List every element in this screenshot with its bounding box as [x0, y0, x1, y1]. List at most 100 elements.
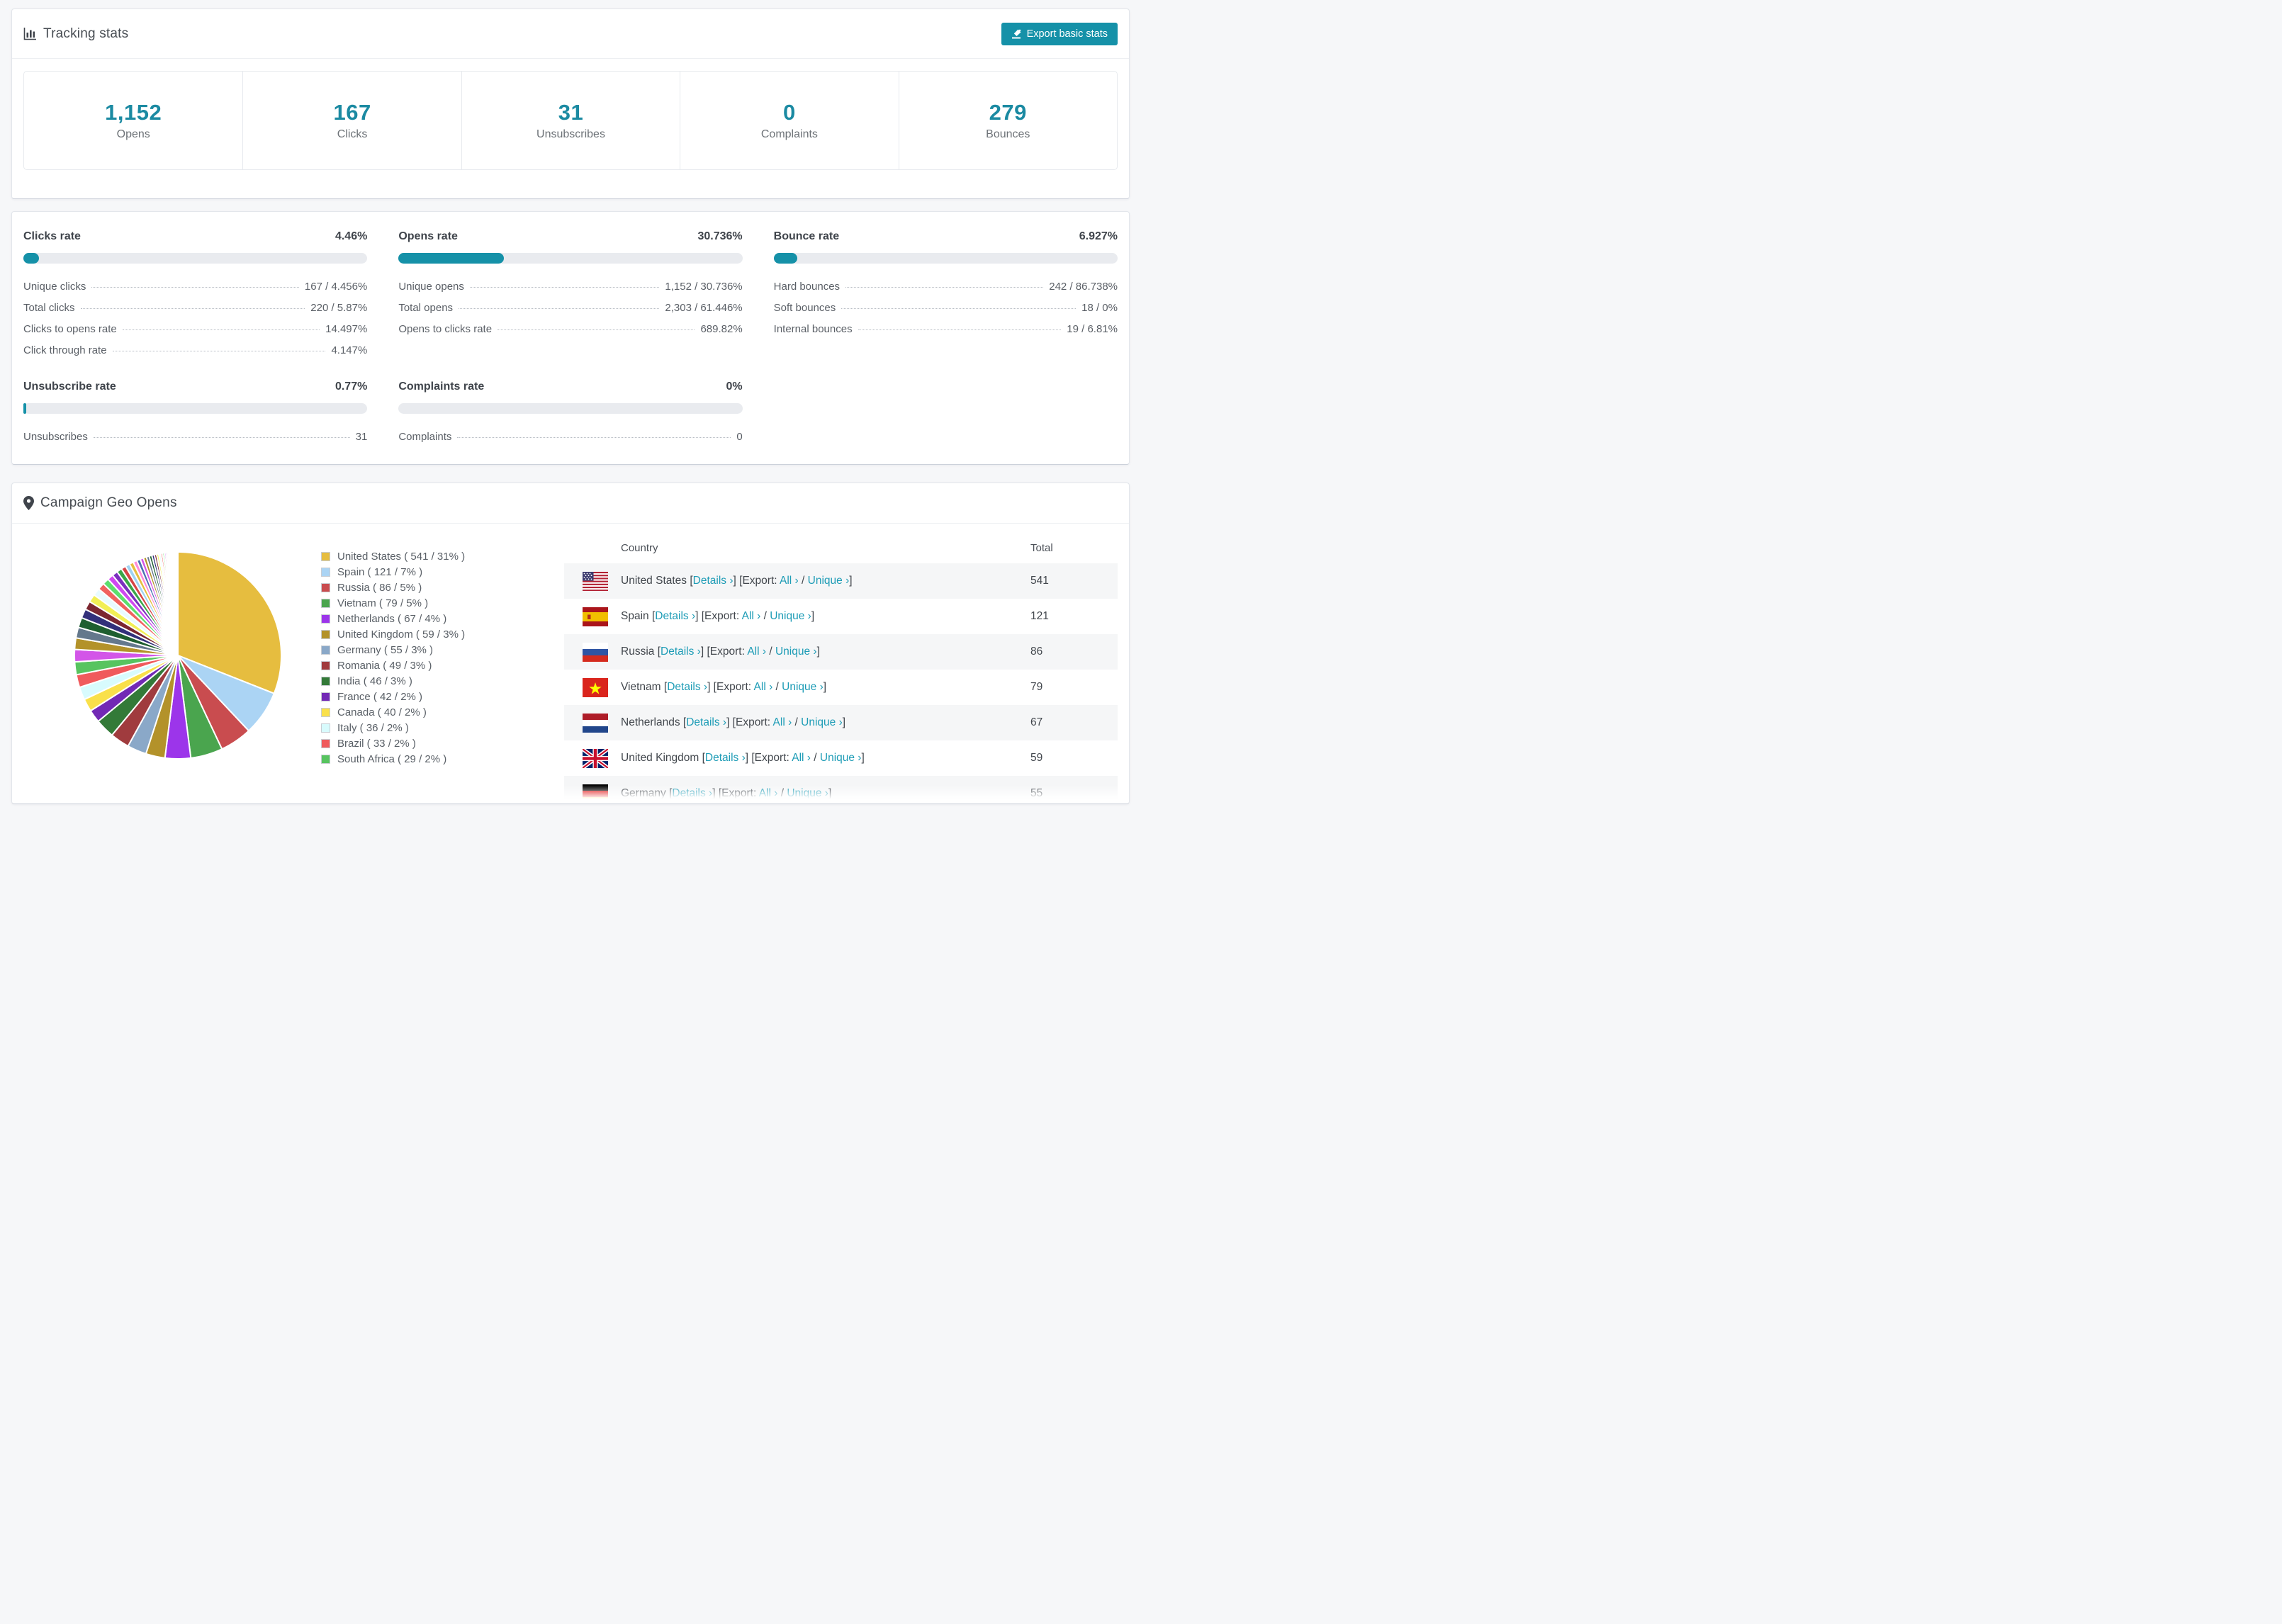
geo-table-row-nl: Netherlands [Details ›] [Export: All › /… — [564, 705, 1118, 740]
export-unique-link[interactable]: Unique › — [770, 610, 811, 622]
export-basic-stats-button[interactable]: Export basic stats — [1001, 22, 1118, 45]
tracking-stats-header: Tracking stats Export basic stats — [12, 9, 1129, 59]
legend-item-brazil[interactable]: Brazil ( 33 / 2% ) — [321, 738, 564, 750]
legend-item-south-africa[interactable]: South Africa ( 29 / 2% ) — [321, 753, 564, 765]
dotted-leader — [457, 437, 731, 438]
flag-nl-icon — [583, 713, 608, 733]
flag-ru-icon — [583, 642, 608, 662]
export-unique-link[interactable]: Unique › — [775, 645, 817, 658]
export-unique-link[interactable]: Unique › — [787, 787, 828, 799]
stat-box-clicks: 167 Clicks — [242, 72, 461, 169]
geo-table-row-gb: United Kingdom [Details ›] [Export: All … — [564, 740, 1118, 776]
flag-de-icon — [583, 784, 608, 803]
rate-detail-row: Unique clicks 167 / 4.456% — [23, 281, 367, 293]
details-link[interactable]: Details › — [661, 645, 701, 658]
export-all-link[interactable]: All › — [792, 752, 811, 764]
legend-swatch — [321, 723, 330, 733]
map-pin-icon — [23, 496, 34, 510]
geo-opens-pie-chart[interactable] — [72, 549, 284, 762]
export-unique-link[interactable]: Unique › — [807, 575, 850, 587]
bracket: ] — [842, 716, 846, 728]
details-link[interactable]: Details › — [686, 716, 727, 728]
legend-item-france[interactable]: France ( 42 / 2% ) — [321, 691, 564, 703]
legend-item-russia[interactable]: Russia ( 86 / 5% ) — [321, 582, 564, 594]
rate-title: Opens rate — [398, 230, 458, 242]
rate-progress-track — [398, 253, 743, 264]
export-all-link[interactable]: All › — [780, 575, 799, 587]
rate-detail-row: Total clicks 220 / 5.87% — [23, 302, 367, 314]
rate-block-complaints-rate: Complaints rate 0% Complaints 0 — [398, 380, 743, 443]
legend-label: India ( 46 / 3% ) — [337, 675, 412, 687]
rate-title: Clicks rate — [23, 230, 81, 242]
bracket: ] [Export: — [745, 752, 792, 764]
pie-slice-other[interactable] — [176, 551, 179, 656]
rate-detail-row: Internal bounces 19 / 6.81% — [774, 323, 1118, 335]
geo-total-cell: 86 — [1030, 645, 1043, 658]
rate-detail-row: Unsubscribes 31 — [23, 431, 367, 443]
export-all-link[interactable]: All › — [747, 645, 767, 658]
rate-detail-label: Click through rate — [23, 344, 107, 356]
geo-table-row-de: Germany [Details ›] [Export: All › / Uni… — [564, 776, 1118, 803]
legend-item-germany[interactable]: Germany ( 55 / 3% ) — [321, 644, 564, 656]
legend-swatch — [321, 645, 330, 655]
geo-country-cell: Netherlands [Details ›] [Export: All › /… — [621, 716, 1030, 729]
details-link[interactable]: Details › — [692, 575, 734, 587]
pie-legend: United States ( 541 / 31% ) Spain ( 121 /… — [321, 551, 564, 803]
legend-item-united-kingdom[interactable]: United Kingdom ( 59 / 3% ) — [321, 628, 564, 641]
rate-block-unsubscribe-rate: Unsubscribe rate 0.77% Unsubscribes 31 — [23, 380, 368, 443]
export-unique-link[interactable]: Unique › — [819, 752, 862, 764]
stat-label: Clicks — [337, 128, 368, 140]
legend-item-netherlands[interactable]: Netherlands ( 67 / 4% ) — [321, 613, 564, 625]
rate-detail-label: Clicks to opens rate — [23, 323, 117, 335]
rate-detail-label: Internal bounces — [773, 323, 853, 335]
rate-detail-row: Click through rate 4.147% — [23, 344, 367, 356]
rate-detail-value: 31 — [355, 431, 368, 443]
details-link[interactable]: Details › — [667, 681, 708, 693]
export-all-link[interactable]: All › — [753, 681, 773, 693]
rate-detail-label: Unique clicks — [23, 281, 86, 293]
dotted-leader — [845, 287, 1044, 288]
geo-country-cell: Spain [Details ›] [Export: All › / Uniqu… — [621, 610, 1030, 623]
rate-head: Unsubscribe rate 0.77% — [23, 380, 367, 393]
legend-swatch — [321, 755, 330, 764]
export-unique-link[interactable]: Unique › — [782, 681, 824, 693]
stat-value: 31 — [558, 100, 584, 125]
geo-table-header: Country Total — [564, 532, 1118, 563]
rate-detail-row: Unique opens 1,152 / 30.736% — [398, 281, 742, 293]
geo-header: Campaign Geo Opens — [12, 483, 1129, 524]
export-all-link[interactable]: All › — [772, 716, 792, 728]
rate-head: Clicks rate 4.46% — [23, 230, 367, 243]
legend-item-canada[interactable]: Canada ( 40 / 2% ) — [321, 706, 564, 718]
legend-swatch — [321, 599, 330, 608]
details-link[interactable]: Details › — [672, 787, 713, 799]
export-all-link[interactable]: All › — [741, 610, 761, 622]
rate-title: Complaints rate — [398, 380, 485, 393]
details-link[interactable]: Details › — [704, 752, 746, 764]
pie-slice-united-states[interactable] — [177, 551, 282, 695]
stat-label: Complaints — [760, 128, 818, 140]
rate-detail-label: Unique opens — [398, 281, 464, 293]
legend-item-vietnam[interactable]: Vietnam ( 79 / 5% ) — [321, 597, 564, 609]
rate-detail-row: Soft bounces 18 / 0% — [774, 302, 1118, 314]
bracket: ] [Export: — [726, 716, 773, 728]
legend-item-united-states[interactable]: United States ( 541 / 31% ) — [321, 551, 564, 563]
legend-label: Spain ( 121 / 7% ) — [337, 566, 423, 578]
dotted-leader — [122, 329, 320, 330]
rate-detail-value: 4.147% — [331, 344, 368, 356]
legend-label: Brazil ( 33 / 2% ) — [337, 738, 416, 750]
geo-total-cell: 55 — [1030, 787, 1043, 799]
rate-detail-value: 220 / 5.87% — [310, 302, 368, 314]
legend-item-spain[interactable]: Spain ( 121 / 7% ) — [321, 566, 564, 578]
export-unique-link[interactable]: Unique › — [801, 716, 843, 728]
geo-country-cell: Germany [Details ›] [Export: All › / Uni… — [621, 787, 1030, 800]
legend-item-italy[interactable]: Italy ( 36 / 2% ) — [321, 722, 564, 734]
bracket: [ — [663, 681, 668, 693]
export-all-link[interactable]: All › — [758, 787, 778, 799]
rate-progress-track — [398, 403, 743, 414]
bracket: / — [810, 752, 820, 764]
rate-block-clicks-rate: Clicks rate 4.46% Unique clicks 167 / 4.456… — [23, 230, 368, 356]
details-link[interactable]: Details › — [655, 610, 696, 622]
legend-item-india[interactable]: India ( 46 / 3% ) — [321, 675, 564, 687]
legend-item-romania[interactable]: Romania ( 49 / 3% ) — [321, 660, 564, 672]
rate-progress-track — [773, 253, 1118, 264]
